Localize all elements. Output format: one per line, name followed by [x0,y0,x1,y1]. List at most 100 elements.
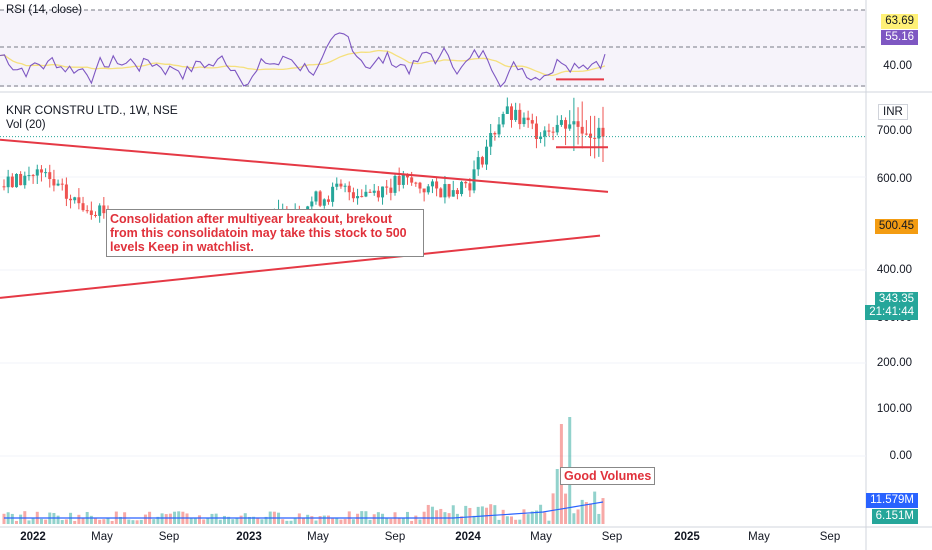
candle-body [2,186,6,188]
volume-bar [127,519,131,524]
candle-body [568,124,572,129]
time-label-may-2025: May [748,531,770,543]
lower-trendline [0,234,601,299]
volume-bar [451,505,455,524]
volume-bar [44,519,48,524]
volume-bar [389,518,393,524]
volume-bar [102,519,106,524]
volume-bar [39,518,43,524]
candle-body [347,185,351,193]
volume-bar [597,513,601,524]
candle-body [52,179,56,186]
volume-bar [56,515,60,524]
volume-bar [285,520,289,524]
candle-body [514,109,518,120]
candle-body [368,191,372,193]
candle-body [564,120,568,129]
candle-body [589,133,593,138]
volume-bar [281,519,285,524]
price-label-200: 200.00 [876,357,912,369]
volume-bar [460,516,464,524]
candle-body [580,126,584,134]
volume-bar [539,504,543,524]
volume-bar [206,518,210,524]
candle-body [360,196,364,198]
candle-body [455,190,459,195]
volume-bar [584,502,588,524]
volume-bar [589,503,593,524]
volume-bar [476,506,480,524]
volume-bar [193,517,197,524]
volume-bar [326,515,330,524]
candle-body [56,183,60,186]
volume-bar [256,518,260,524]
rsi-value-badge: 55.16 [881,30,918,45]
volume-bar [239,515,243,524]
candle-body [505,106,509,114]
candle-body [534,123,538,139]
candle-body [19,173,23,186]
candle-body [6,176,10,188]
volume-bar [555,469,559,524]
good-volumes-annotation[interactable]: Good Volumes [560,467,656,485]
volume-bar [293,518,297,524]
candle-body [339,183,343,187]
time-label-2024: 2024 [455,531,481,543]
candle-body [60,183,64,185]
rsi-level-label: 40.00 [883,60,912,72]
rsi-line [0,32,606,88]
volume-bar [547,520,551,524]
volume-bar [89,515,93,524]
volume-ma-badge: 11.579M [866,493,918,508]
volume-bar [247,516,251,524]
last-price-badge: 343.35 [874,292,918,307]
volume-ma-line [4,501,604,519]
volume-bar [152,519,156,524]
volume-bar [94,517,98,524]
volume-bar [310,516,314,524]
volume-bar [202,519,206,524]
volume-bar [118,516,122,524]
price-label-0: 0.00 [889,450,912,462]
volume-bar [530,511,534,524]
volume-bar [222,515,226,524]
candle-body [35,169,39,176]
candle-body [468,183,472,191]
candle-body [460,181,464,195]
volume-bar [339,519,343,524]
volume-bar [264,516,268,524]
volume-bar [235,518,239,524]
volume-bar [252,516,256,524]
candle-body [584,133,588,135]
upper-trendline [0,138,609,193]
volume-bar [368,519,372,524]
volume-bar [297,513,301,524]
consolidation-annotation[interactable]: Consolidation after multiyear breakout, … [106,209,424,257]
candle-body [73,197,77,201]
time-label-sep-2022: Sep [158,531,180,543]
volume-bar [493,505,497,524]
currency-label[interactable]: INR [878,104,908,120]
volume-bar [464,505,468,524]
price-label-600: 600.00 [876,173,912,185]
candle-body [372,190,376,193]
volume-bar [401,517,405,524]
time-label-2023: 2023 [236,531,262,543]
volume-bar [381,513,385,524]
volume-indicator-title[interactable]: Vol (20) [6,119,46,131]
candle-body [518,109,522,125]
time-label-2025: 2025 [674,531,700,543]
volume-bar [497,519,501,524]
candle-body [389,187,393,193]
volume-bar [331,518,335,524]
volume-bar [289,520,293,524]
symbol-title[interactable]: KNR CONSTRU LTD., 1W, NSE [6,103,178,117]
volume-bar [472,515,476,524]
volume-bar [160,513,164,524]
candle-body [94,214,98,216]
candle-body [447,184,451,197]
volume-bar [131,520,135,524]
candle-body [601,127,605,137]
candle-body [576,121,580,127]
